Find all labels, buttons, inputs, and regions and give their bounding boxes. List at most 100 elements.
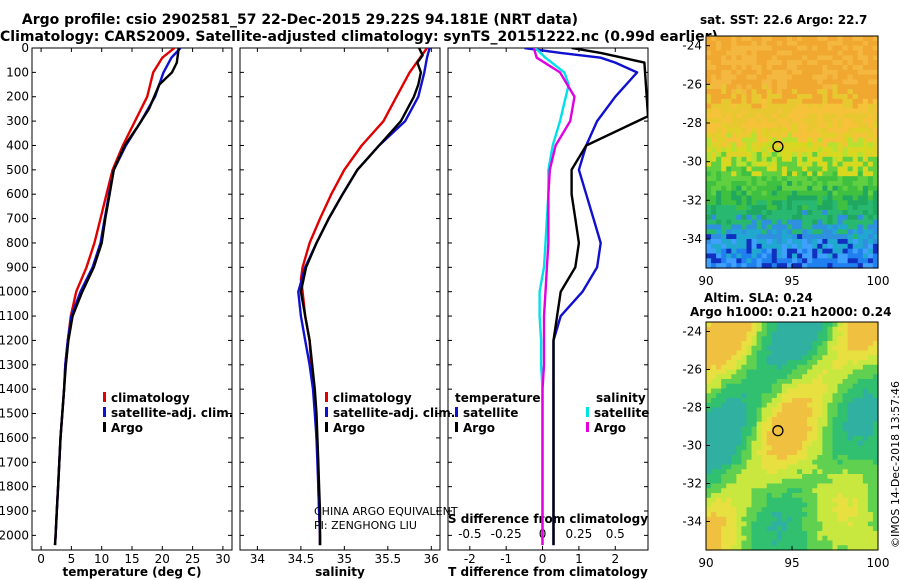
heatmap-cell [797, 166, 803, 172]
heatmap-cell [736, 436, 743, 442]
heatmap-cell [761, 417, 768, 423]
heatmap-cell [842, 229, 849, 235]
heatmap-cell [792, 398, 798, 404]
heatmap-cell [817, 166, 823, 172]
heatmap-cell [756, 455, 763, 461]
heatmap-cell [867, 322, 874, 328]
heatmap-cell [766, 431, 773, 437]
heatmap-cell [822, 535, 829, 542]
heatmap-cell [716, 364, 722, 371]
heatmap-cell [797, 127, 803, 134]
heatmap-cell [817, 84, 823, 90]
heatmap-cell [802, 205, 808, 211]
heatmap-cell [812, 326, 818, 333]
heatmap-cell [766, 507, 773, 513]
heatmap-cell [766, 407, 773, 413]
heatmap-cell [812, 440, 818, 447]
heatmap-cell [746, 127, 753, 134]
heatmap-cell [867, 531, 874, 537]
heatmap-cell [817, 417, 823, 423]
legend-label-satellite: satellite-adj. clim. [333, 406, 456, 420]
heatmap-cell [766, 156, 773, 163]
heatmap-cell [842, 248, 849, 255]
heatmap-cell [751, 248, 758, 255]
heatmap-cell [766, 166, 773, 172]
heatmap-cell [721, 355, 727, 361]
heatmap-cell [726, 132, 732, 139]
heatmap-cell [721, 459, 727, 466]
heatmap-cell [721, 488, 727, 494]
heatmap-cell [741, 171, 748, 177]
heatmap-cell [867, 440, 874, 447]
heatmap-cell [852, 40, 859, 47]
heatmap-cell [726, 243, 732, 250]
heatmap-cell [736, 388, 743, 394]
heatmap-cell [827, 147, 834, 153]
heatmap-cell [792, 36, 798, 42]
heatmap-cell [731, 421, 737, 428]
heatmap-cell [842, 493, 849, 499]
heatmap-cell [862, 535, 869, 542]
heatmap-cell [852, 219, 859, 226]
heatmap-cell [857, 374, 864, 380]
heatmap-cell [731, 535, 737, 542]
heatmap-cell [862, 210, 869, 216]
heatmap-cell [786, 516, 793, 523]
heatmap-cell [792, 224, 798, 230]
heatmap-cell [726, 94, 732, 100]
heatmap-cell [721, 455, 727, 461]
heatmap-cell [867, 436, 874, 442]
heatmap-cell [761, 393, 768, 399]
heatmap-cell [721, 526, 727, 532]
heatmap-cell [822, 258, 829, 264]
heatmap-cell [731, 45, 737, 52]
heatmap-cell [797, 364, 803, 371]
heatmap-cell [741, 210, 748, 216]
heatmap-cell [756, 345, 763, 352]
heatmap-cell [771, 331, 778, 337]
heatmap-cell [792, 459, 798, 466]
heatmap-cell [771, 195, 778, 201]
heatmap-cell [786, 421, 793, 428]
heatmap-cell [817, 512, 823, 518]
heatmap-cell [711, 516, 717, 523]
heatmap-cell [852, 440, 859, 447]
heatmap-cell [771, 190, 778, 197]
heatmap-cell [761, 535, 768, 542]
heatmap-cell [837, 393, 844, 399]
heatmap-cell [726, 331, 732, 337]
heatmap-cell [822, 398, 829, 404]
heatmap-cell [731, 545, 737, 551]
heatmap-cell [872, 200, 879, 206]
heatmap-cell [822, 239, 829, 245]
heatmap-cell [807, 436, 813, 442]
heatmap-cell [812, 195, 818, 201]
heatmap-cell [741, 229, 748, 235]
heatmap-cell [761, 60, 768, 66]
heatmap-cell [847, 464, 854, 470]
heatmap-cell [751, 469, 758, 475]
heatmap-cell [797, 123, 803, 129]
heatmap-cell [786, 123, 793, 129]
heatmap-cell [797, 50, 803, 56]
heatmap-cell [807, 108, 813, 114]
heatmap-cell [761, 253, 768, 259]
heatmap-cell [771, 526, 778, 532]
heatmap-cell [867, 205, 874, 211]
y-tick-label: 300 [6, 114, 29, 128]
heatmap-cell [716, 40, 722, 47]
heatmap-cell [872, 147, 879, 153]
heatmap-cell [761, 156, 768, 163]
heatmap-cell [721, 450, 727, 456]
heatmap-cell [766, 79, 773, 85]
heatmap-cell [867, 103, 874, 110]
heatmap-cell [852, 60, 859, 66]
heatmap-cell [852, 407, 859, 413]
heatmap-cell [857, 55, 864, 61]
heatmap-cell [847, 248, 854, 255]
heatmap-cell [857, 152, 864, 158]
heatmap-cell [786, 398, 793, 404]
heatmap-cell [822, 55, 829, 61]
heatmap-cell [812, 181, 818, 187]
heatmap-cell [761, 176, 768, 182]
